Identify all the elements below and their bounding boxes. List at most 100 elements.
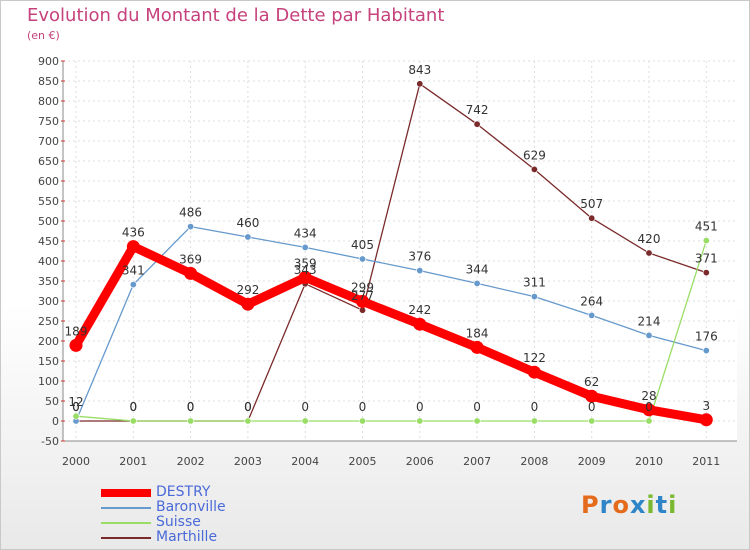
legend-swatch-marthille [101,537,151,539]
data-point-destry [470,340,484,354]
data-point-marthille [588,214,596,222]
legend: DESTRY Baronville Suisse Marthille [101,485,301,545]
y-tick-label: 550 [38,195,59,208]
data-point-destry [241,297,255,311]
logo-letter: o [612,491,630,519]
logo-letter: x [629,491,647,519]
data-point-destry [642,403,656,417]
data-point-baronville [473,279,481,287]
x-tick-label: 2011 [692,455,720,468]
plot-area [63,61,737,441]
data-label-destry: 299 [351,280,374,294]
data-label-suisse: 0 [129,400,137,414]
logo-letter: i [646,491,656,519]
data-label-marthille: 0 [72,400,80,414]
data-point-baronville [187,223,195,231]
y-tick-label: 600 [38,175,59,188]
y-tick-label: 300 [38,295,59,308]
logo-letter: i [668,491,678,519]
data-label-marthille: 277 [351,289,374,303]
x-tick-label: 2001 [119,455,147,468]
x-tick-label: 2004 [291,455,319,468]
data-point-suisse [530,417,538,425]
proxiti-logo: Proxiti [581,491,677,519]
data-label-marthille: 629 [523,148,546,162]
y-tick-label: 400 [38,255,59,268]
data-point-baronville [588,311,596,319]
x-tick-label: 2007 [463,455,491,468]
legend-item-destry: DESTRY [101,485,301,500]
data-point-marthille [645,249,653,257]
data-label-marthille: 507 [580,197,603,211]
data-point-baronville [645,331,653,339]
data-label-destry: 359 [294,256,317,270]
y-tick-label: 850 [38,75,59,88]
data-point-marthille [702,269,710,277]
data-label-marthille: 0 [244,400,252,414]
data-point-destry [585,389,599,403]
data-point-suisse [129,417,137,425]
data-point-destry [69,338,83,352]
legend-swatch-suisse [101,522,151,524]
data-point-baronville [129,281,137,289]
data-label-suisse: 12 [68,395,83,409]
logo-letter: P [581,491,600,519]
data-label-destry: 369 [179,252,202,266]
data-point-baronville [244,233,252,241]
data-label-destry: 436 [122,226,145,240]
y-tick-label: 150 [38,355,59,368]
data-point-suisse [301,417,309,425]
data-point-marthille [416,80,424,88]
x-tick-label: 2005 [349,455,377,468]
data-point-destry [527,365,541,379]
data-label-marthille: 371 [695,252,718,266]
data-label-suisse: 0 [359,400,367,414]
y-tick-label: 750 [38,115,59,128]
data-label-marthille: 343 [294,263,317,277]
legend-label-destry: DESTRY [156,484,211,500]
data-point-suisse [416,417,424,425]
data-point-baronville [530,293,538,301]
data-point-destry [699,413,713,427]
data-point-destry [298,270,312,284]
data-point-suisse [72,412,80,420]
data-label-baronville: 460 [236,216,259,230]
data-point-baronville [301,243,309,251]
data-point-baronville [416,267,424,275]
data-label-destry: 292 [236,283,259,297]
data-label-destry: 189 [65,324,88,338]
y-tick-label: -50 [41,435,59,448]
series-line-baronville [75,225,707,422]
x-tick-label: 2010 [635,455,663,468]
y-tick-label: 100 [38,375,59,388]
logo-letter: t [655,491,669,519]
data-label-suisse: 0 [187,400,195,414]
data-label-suisse: 451 [695,220,718,234]
data-label-baronville: 486 [179,206,202,220]
data-point-baronville [702,347,710,355]
series-line-destry [71,242,711,425]
y-tick-label: 50 [45,395,59,408]
data-point-destry [413,317,427,331]
data-label-baronville: 0 [72,400,80,414]
y-tick-label: 350 [38,275,59,288]
data-label-marthille: 0 [129,400,137,414]
legend-label-baronville: Baronville [156,499,226,515]
data-label-marthille: 420 [638,232,661,246]
data-label-destry: 122 [523,351,546,365]
data-label-suisse: 0 [531,400,539,414]
data-label-destry: 3 [702,399,710,413]
data-label-baronville: 405 [351,238,374,252]
data-label-suisse: 0 [473,400,481,414]
data-label-suisse: 0 [645,400,653,414]
chart-subtitle: (en €) [27,29,60,42]
data-point-suisse [358,417,366,425]
data-label-baronville: 264 [580,294,603,308]
data-label-suisse: 0 [244,400,252,414]
y-tick-label: 650 [38,155,59,168]
logo-letter: r [599,491,613,519]
y-tick-label: 200 [38,335,59,348]
legend-swatch-baronville [101,507,151,509]
data-point-destry [184,266,198,280]
